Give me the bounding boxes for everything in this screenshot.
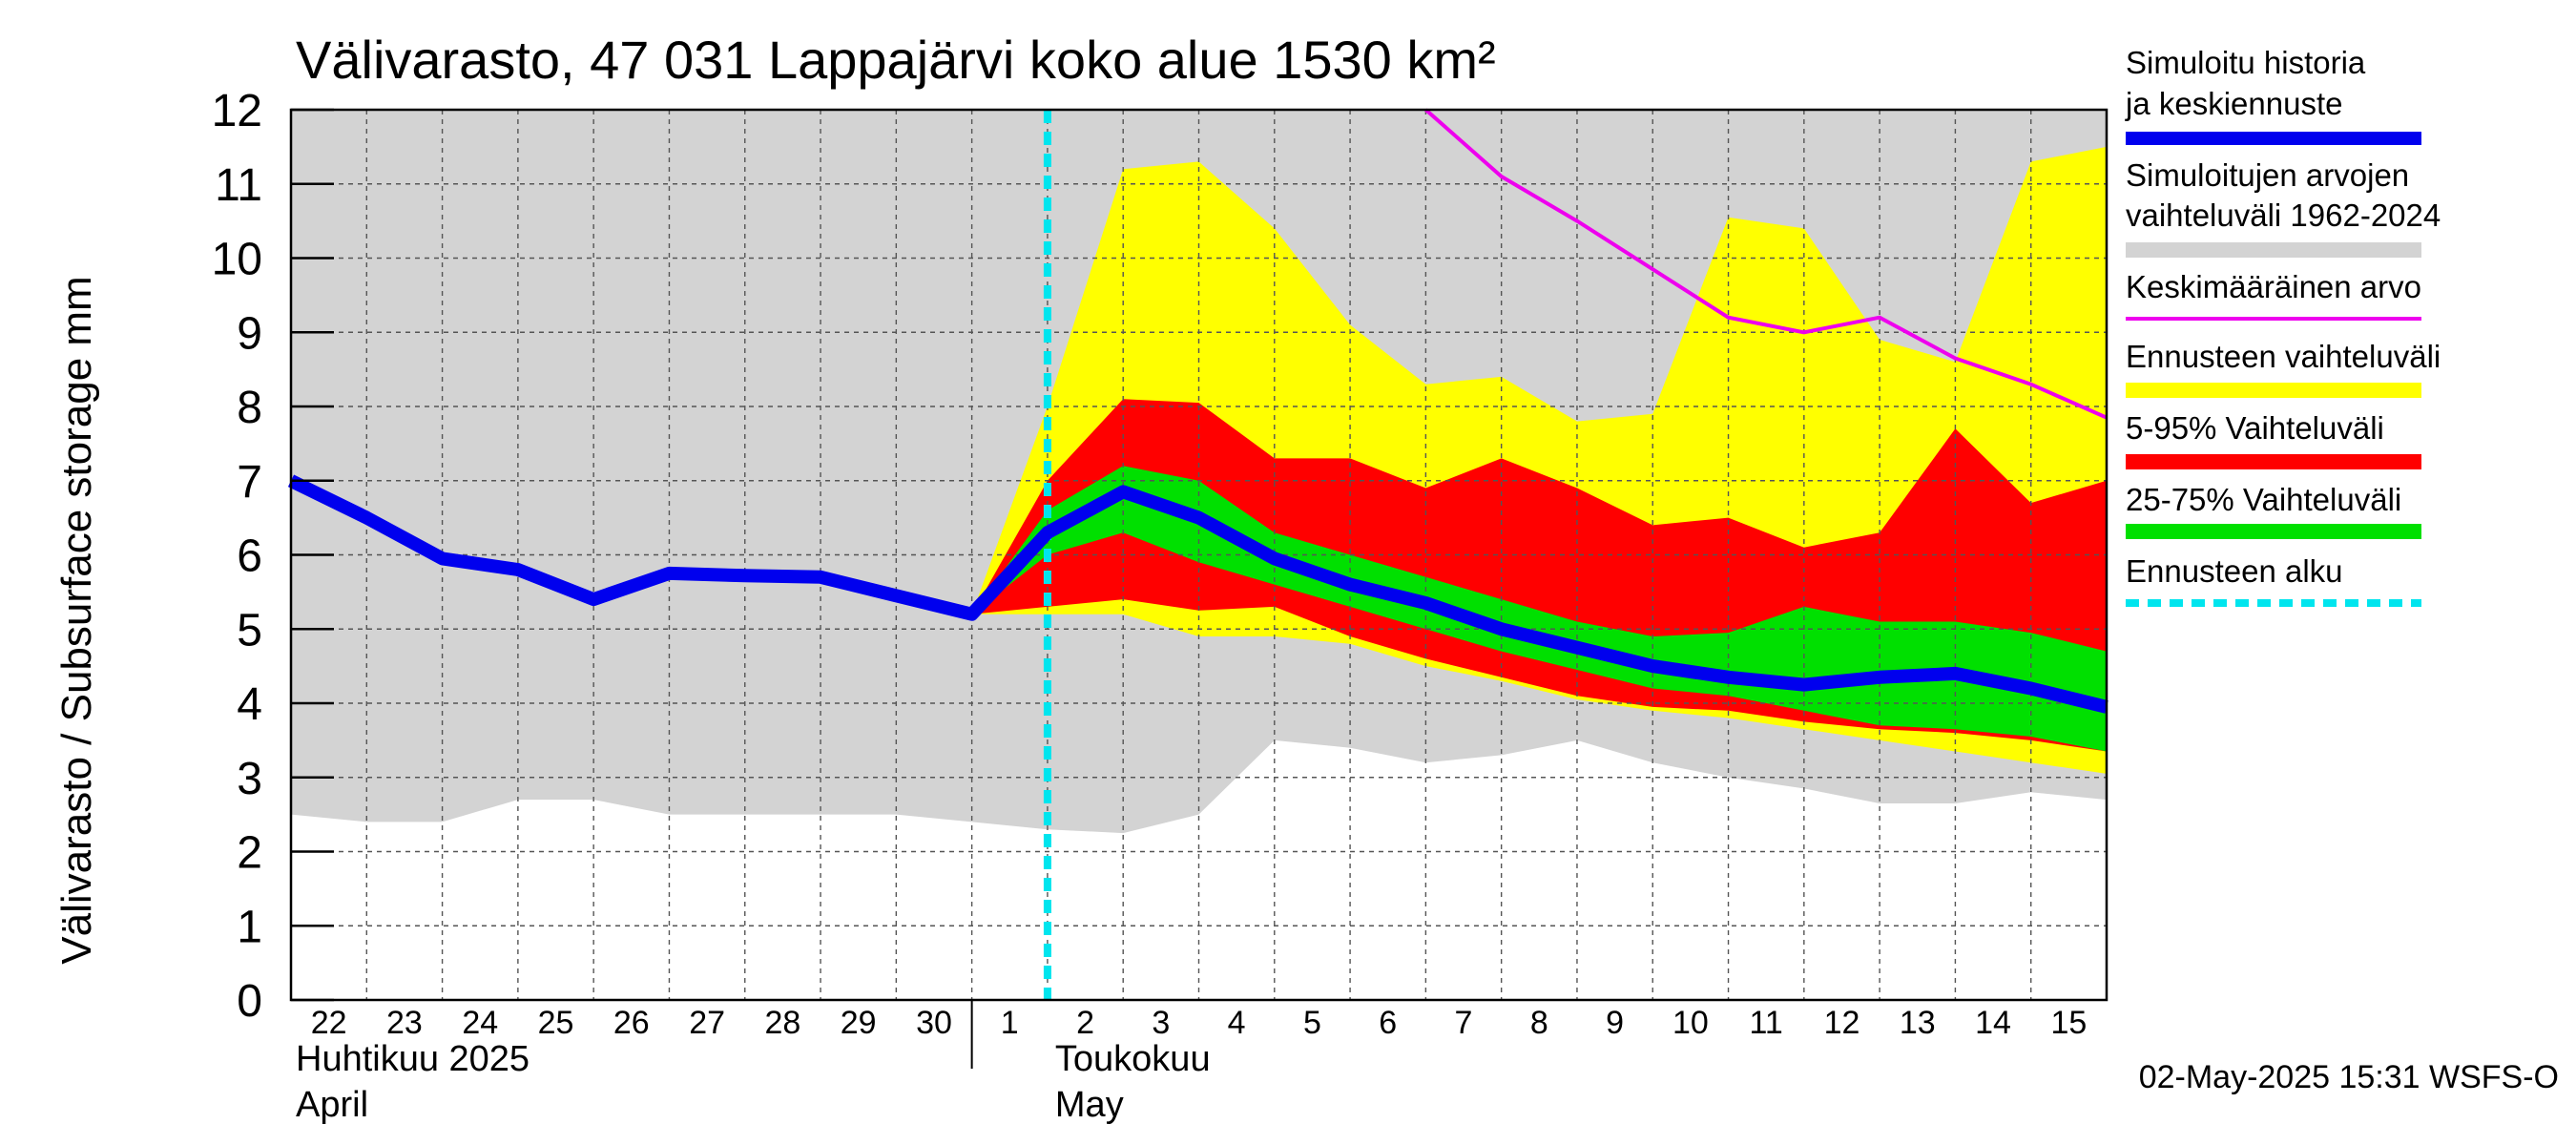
- x-tick-label: 10: [1672, 1005, 1709, 1041]
- y-tick-label: 9: [237, 308, 262, 359]
- x-tick-label: 2: [1076, 1005, 1094, 1041]
- x-tick-label: 8: [1530, 1005, 1548, 1041]
- x-tick-label: 28: [764, 1005, 800, 1041]
- x-tick-label: 9: [1606, 1005, 1624, 1041]
- y-tick-label: 8: [237, 383, 262, 433]
- x-tick-label: 27: [689, 1005, 725, 1041]
- mean-line: [1424, 108, 2108, 420]
- simulated-line: [287, 474, 2109, 714]
- legend-label: Simuloitujen arvojen vaihteluväli 1962-20…: [2126, 157, 2441, 233]
- y-tick-label: 4: [237, 679, 262, 730]
- y-tick-label: 5: [237, 605, 262, 656]
- y-tick-label: 10: [212, 235, 262, 285]
- x-tick-label: 22: [311, 1005, 347, 1041]
- month-label-en: April: [296, 1085, 368, 1125]
- timestamp: 02-May-2025 15:31 WSFS-O: [2139, 1059, 2559, 1095]
- x-tick-label: 1: [1001, 1005, 1019, 1041]
- x-tick-label: 26: [613, 1005, 650, 1041]
- x-tick-label: 29: [841, 1005, 877, 1041]
- legend-label: Simuloitu historia ja keskiennuste: [2125, 45, 2366, 121]
- legend-label: Ennusteen alku: [2126, 553, 2343, 589]
- chart-title: Välivarasto, 47 031 Lappajärvi koko alue…: [296, 30, 1496, 90]
- x-axis: 22 23 24 25 26 27 28 29 30 1 2 3 4 5 6 7 8 9 10 11 12 13 14 15H…: [296, 1000, 2087, 1125]
- y-tick-label: 12: [212, 86, 262, 136]
- x-tick-label: 25: [538, 1005, 574, 1041]
- x-tick-label: 24: [462, 1005, 498, 1041]
- x-tick-label: 13: [1900, 1005, 1936, 1041]
- month-label: Huhtikuu 2025: [296, 1039, 530, 1079]
- legend-label: 25-75% Vaihteluväli: [2126, 482, 2401, 517]
- y-tick-label: 11: [215, 160, 262, 211]
- x-tick-label: 6: [1379, 1005, 1397, 1041]
- x-tick-label: 11: [1750, 1005, 1783, 1041]
- y-tick-label: 2: [237, 828, 262, 879]
- x-tick-label: 7: [1455, 1005, 1473, 1041]
- x-tick-label: 14: [1975, 1005, 2011, 1041]
- plot-area: [287, 108, 2109, 1002]
- month-label: Toukokuu: [1055, 1039, 1211, 1079]
- y-tick-label: 3: [237, 754, 262, 804]
- y-tick-label: 6: [237, 531, 262, 582]
- x-tick-label: 3: [1152, 1005, 1170, 1041]
- legend-label: 5-95% Vaihteluväli: [2126, 410, 2384, 446]
- x-tick-label: 4: [1228, 1005, 1246, 1041]
- x-tick-label: 23: [386, 1005, 423, 1041]
- legend: Simuloitu historia ja keskiennuste Simuloi…: [2125, 45, 2441, 607]
- y-tick-label: 0: [237, 976, 262, 1027]
- y-tick-label: 7: [237, 457, 262, 508]
- x-tick-label: 12: [1824, 1005, 1860, 1041]
- legend-label: Keskimääräinen arvo: [2126, 269, 2421, 304]
- month-label-en: May: [1055, 1085, 1124, 1125]
- x-tick-label: 30: [916, 1005, 952, 1041]
- y-tick-label: 1: [237, 902, 262, 952]
- x-tick-label: 15: [2050, 1005, 2087, 1041]
- legend-label: Ennusteen vaihteluväli: [2126, 339, 2441, 374]
- y-axis-label: Välivarasto / Subsurface storage mm: [53, 276, 100, 964]
- x-tick-label: 5: [1303, 1005, 1321, 1041]
